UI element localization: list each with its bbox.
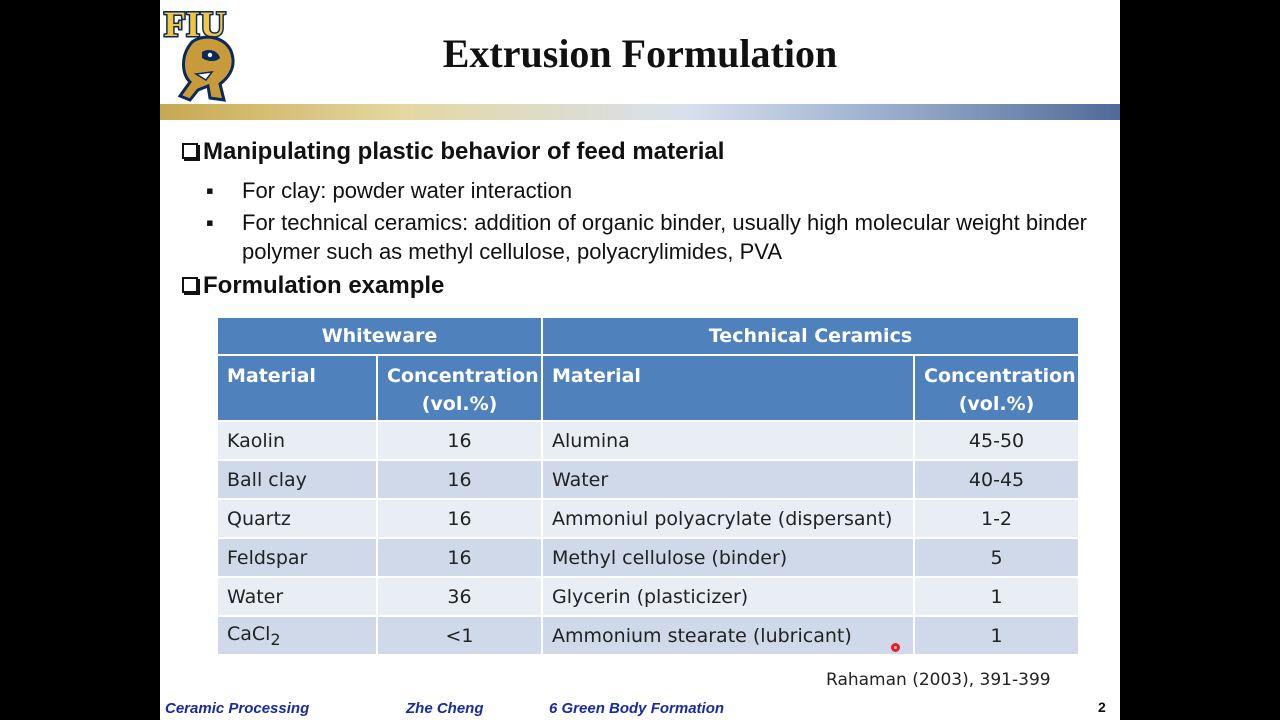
laser-pointer-icon bbox=[891, 643, 900, 652]
formulation-table: Whiteware Technical Ceramics Material Co… bbox=[215, 316, 1081, 656]
cell-technical-material: Glycerin (plasticizer) bbox=[541, 576, 916, 617]
group-header-technical-ceramics: Technical Ceramics bbox=[541, 316, 1081, 356]
table-row: Ball clay 16 Water 40-45 bbox=[216, 459, 1081, 500]
footer-chapter: 6 Green Body Formation bbox=[549, 700, 725, 717]
column-header-material: Material bbox=[216, 354, 378, 422]
heading-plastic-behavior: Manipulating plastic behavior of feed ma… bbox=[182, 138, 724, 166]
table-row: CaCl2 <1 Ammonium stearate (lubricant) 1 bbox=[216, 615, 1081, 656]
cell-whiteware-concentration: 16 bbox=[375, 420, 544, 461]
cell-whiteware-material: CaCl2 bbox=[216, 615, 378, 656]
cell-whiteware-material: Quartz bbox=[216, 498, 378, 539]
column-header-material: Material bbox=[541, 354, 916, 422]
cell-technical-concentration: 45-50 bbox=[913, 420, 1081, 461]
checkbox-bullet-icon bbox=[182, 277, 198, 293]
cell-whiteware-material: Feldspar bbox=[216, 537, 378, 578]
slide-title: Extrusion Formulation bbox=[442, 31, 838, 76]
cell-technical-material: Methyl cellulose (binder) bbox=[541, 537, 916, 578]
cell-whiteware-concentration: 36 bbox=[375, 576, 544, 617]
column-header-concentration: Concentration (vol.%) bbox=[913, 354, 1081, 422]
cell-whiteware-concentration: <1 bbox=[375, 615, 544, 656]
square-bullet-icon: ▪ bbox=[206, 178, 214, 203]
heading-text: Formulation example bbox=[203, 272, 445, 299]
checkbox-bullet-icon bbox=[182, 143, 198, 159]
citation: Rahaman (2003), 391-399 bbox=[826, 670, 1051, 690]
table-row: Water 36 Glycerin (plasticizer) 1 bbox=[216, 576, 1081, 617]
cell-whiteware-material: Ball clay bbox=[216, 459, 378, 500]
cell-technical-concentration: 1-2 bbox=[913, 498, 1081, 539]
cell-technical-material: Water bbox=[541, 459, 916, 500]
table-row: Quartz 16 Ammoniul polyacrylate (dispers… bbox=[216, 498, 1081, 539]
heading-text: Manipulating plastic behavior of feed ma… bbox=[203, 138, 725, 165]
page-number: 2 bbox=[1098, 699, 1106, 715]
cell-whiteware-material: Kaolin bbox=[216, 420, 378, 461]
fiu-panther-logo: FIU bbox=[163, 3, 235, 102]
cell-whiteware-concentration: 16 bbox=[375, 537, 544, 578]
title-divider-band bbox=[160, 104, 1120, 120]
cell-whiteware-concentration: 16 bbox=[375, 498, 544, 539]
cell-technical-concentration: 1 bbox=[913, 576, 1081, 617]
footer-author: Zhe Cheng bbox=[406, 700, 484, 717]
cacl-formula: CaCl bbox=[227, 622, 271, 645]
heading-formulation-example: Formulation example bbox=[182, 272, 444, 300]
footer-course: Ceramic Processing bbox=[165, 700, 310, 717]
cell-technical-material: Ammoniul polyacrylate (dispersant) bbox=[541, 498, 916, 539]
cacl-subscript: 2 bbox=[270, 629, 281, 649]
table-row: Kaolin 16 Alumina 45-50 bbox=[216, 420, 1081, 461]
bullet-clay: For clay: powder water interaction bbox=[242, 178, 573, 203]
cell-technical-material: Alumina bbox=[541, 420, 916, 461]
logo-text: FIU bbox=[164, 4, 226, 44]
column-header-concentration: Concentration (vol.%) bbox=[375, 354, 544, 422]
cell-technical-concentration: 40-45 bbox=[913, 459, 1081, 500]
group-header-whiteware: Whiteware bbox=[215, 316, 544, 356]
bullet-technical-ceramics: For technical ceramics: addition of orga… bbox=[242, 210, 1088, 264]
cell-technical-concentration: 1 bbox=[913, 615, 1081, 656]
table-row: Feldspar 16 Methyl cellulose (binder) 5 bbox=[216, 537, 1081, 578]
cell-technical-concentration: 5 bbox=[913, 537, 1081, 578]
cell-whiteware-material: Water bbox=[216, 576, 378, 617]
slide: FIU Extrusion Formulation Manipulating p… bbox=[160, 0, 1120, 720]
square-bullet-icon: ▪ bbox=[206, 210, 214, 235]
cell-technical-material: Ammonium stearate (lubricant) bbox=[541, 615, 916, 656]
cell-whiteware-concentration: 16 bbox=[375, 459, 544, 500]
